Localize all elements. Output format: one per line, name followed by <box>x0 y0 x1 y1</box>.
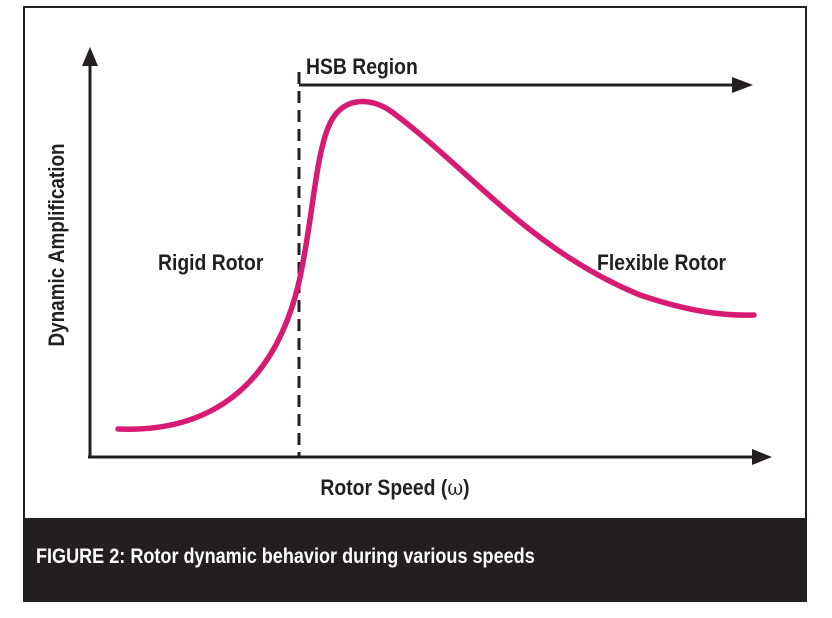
omega-symbol: ω <box>447 475 463 500</box>
x-axis-label-text: Rotor Speed ( <box>320 476 447 500</box>
y-axis-arrowhead <box>82 47 98 66</box>
hsb-region-label: HSB Region <box>306 55 418 79</box>
x-axis-label-close: ) <box>463 476 469 500</box>
amplification-curve <box>115 98 757 432</box>
figure-caption: FIGURE 2: Rotor dynamic behavior during … <box>36 545 535 568</box>
dynamic-amplification-diagram: HSB Region Rigid Rotor Flexible Rotor Dy… <box>45 47 772 500</box>
caption-bar <box>23 518 807 602</box>
x-axis-arrowhead <box>752 449 772 465</box>
x-axis-label: Rotor Speed (ω) <box>320 475 469 500</box>
y-axis-label: Dynamic Amplification <box>45 143 70 346</box>
hsb-region-arrowhead <box>732 77 753 93</box>
flexible-rotor-label: Flexible Rotor <box>597 251 726 275</box>
rigid-rotor-label: Rigid Rotor <box>158 251 263 275</box>
